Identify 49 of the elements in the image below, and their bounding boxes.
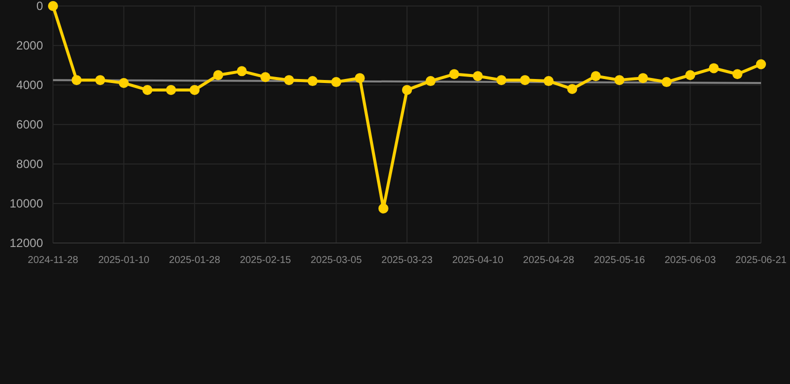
point [756,59,766,70]
y-tick-label: 4000 [16,78,44,92]
point [732,69,742,80]
x-tick-label: 2025-03-05 [310,255,362,266]
point [708,63,719,74]
x-tick-label: 2025-04-28 [523,255,575,266]
point [614,75,624,86]
x-tick-label: 2025-04-10 [452,255,504,266]
point [190,84,200,95]
point [72,75,82,86]
point [308,76,318,86]
point [590,71,601,82]
x-tick-label: 2025-01-28 [169,255,221,266]
point [284,75,294,86]
point [118,78,129,88]
y-tick-label: 2000 [16,38,44,53]
point [426,76,436,86]
point [378,203,388,214]
point [331,77,342,88]
point [95,75,106,86]
x-tick-label: 2024-11-28 [28,255,79,266]
x-tick-label: 2025-06-03 [664,255,716,266]
point [354,73,365,84]
x-tick-label: 2025-02-15 [240,255,292,266]
x-tick-label: 2025-05-16 [594,255,646,266]
point [213,70,224,80]
point [260,72,270,82]
x-tick-label: 2025-06-21 [735,255,788,266]
point [685,70,696,80]
point [142,84,152,95]
point [402,84,412,95]
y-tick-label: 10000 [10,196,44,211]
y-tick-label: 0 [36,0,44,14]
point [236,66,247,76]
y-tick-label: 6000 [16,118,44,132]
x-tick-label: 2025-01-10 [98,255,150,266]
point [166,84,176,95]
point [449,69,460,80]
point [472,71,483,82]
point [638,73,648,84]
point [496,75,506,86]
x-tick-label: 2025-03-23 [381,255,434,266]
point [48,1,58,11]
y-tick-label: 8000 [16,157,44,172]
point [544,76,554,86]
point [662,77,672,88]
point [520,75,530,86]
y-tick-label: 12000 [10,236,44,250]
point [567,84,578,94]
